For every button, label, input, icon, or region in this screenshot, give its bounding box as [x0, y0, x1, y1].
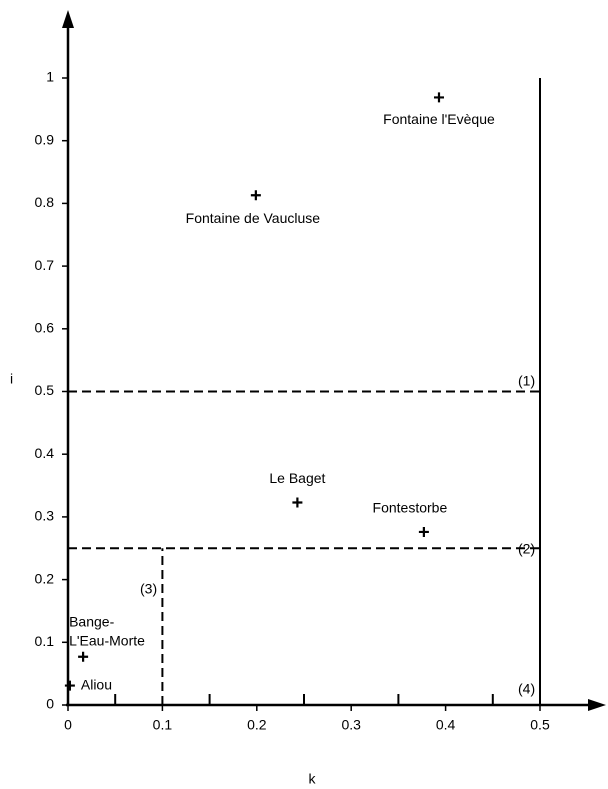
y-tick-label: 0.1: [35, 633, 55, 649]
x-tick-label: 0.3: [341, 717, 361, 733]
x-axis-label: k: [309, 771, 317, 787]
y-tick-label: 0: [46, 696, 54, 712]
point-marker: [418, 526, 429, 537]
y-tick-label: 0.2: [35, 570, 55, 586]
point-marker: [292, 497, 303, 508]
point-marker: [250, 190, 261, 201]
y-axis-label: i: [10, 371, 13, 387]
point-marker: [64, 680, 75, 691]
y-tick-label: 0.9: [35, 131, 55, 147]
y-tick-label: 0.4: [35, 445, 55, 461]
y-tick-label: 0.3: [35, 508, 55, 524]
y-tick-label: 0.8: [35, 194, 55, 210]
y-tick-label: 0.5: [35, 382, 55, 398]
point-label: Fontestorbe: [373, 500, 448, 516]
annotation: (2): [518, 541, 535, 557]
y-tick-label: 0.7: [35, 257, 55, 273]
y-tick-label: 0.6: [35, 320, 55, 336]
x-tick-label: 0.5: [530, 717, 550, 733]
point-label: Fontaine l'Evèque: [383, 111, 495, 127]
point-label: Aliou: [81, 676, 112, 692]
point-label: L'Eau-Morte: [69, 632, 145, 648]
point-marker: [433, 92, 444, 103]
x-tick-label: 0: [64, 717, 72, 733]
y-axis-arrow: [62, 10, 74, 28]
y-tick-label: 1: [46, 69, 54, 85]
annotation: (1): [518, 373, 535, 389]
x-axis-arrow: [588, 699, 606, 711]
x-tick-label: 0.1: [153, 717, 173, 733]
annotation: (3): [140, 581, 157, 597]
point-label: Bange-: [69, 613, 114, 629]
x-tick-label: 0.2: [247, 717, 267, 733]
x-tick-label: 0.4: [436, 717, 456, 733]
point-label: Fontaine de Vaucluse: [186, 210, 321, 226]
point-label: Le Baget: [269, 470, 325, 486]
point-marker: [78, 651, 89, 662]
annotation: (4): [518, 681, 535, 697]
